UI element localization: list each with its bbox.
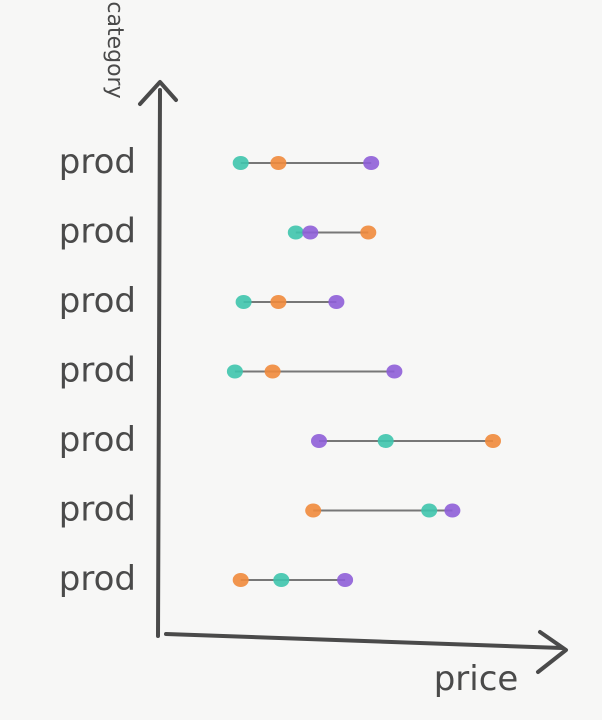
data-point xyxy=(232,573,249,587)
data-point xyxy=(270,156,287,170)
data-point xyxy=(377,434,394,448)
category-tick-label: prod xyxy=(59,490,136,530)
data-point xyxy=(363,156,380,170)
data-point xyxy=(311,434,327,448)
data-point xyxy=(287,225,304,240)
category-tick-label: prod xyxy=(59,212,136,252)
data-point xyxy=(337,573,354,587)
category-tick-label: prod xyxy=(59,420,136,460)
category-tick-label: prod xyxy=(59,281,136,321)
data-point xyxy=(328,295,345,309)
data-point xyxy=(305,503,322,518)
dumbbell-marks xyxy=(226,156,501,587)
data-point xyxy=(421,503,438,518)
x-axis-line xyxy=(164,632,564,650)
data-point xyxy=(232,156,249,170)
data-point xyxy=(485,434,501,448)
data-point xyxy=(235,295,252,309)
data-point xyxy=(226,364,243,379)
data-point xyxy=(264,364,281,379)
y-axis-label: category xyxy=(102,1,127,98)
category-tick-labels: prod prod prod prod prod prod prod xyxy=(59,142,136,599)
category-tick-label: prod xyxy=(59,142,136,182)
data-point xyxy=(270,295,287,309)
x-axis-label: price xyxy=(434,659,519,699)
x-axis-arrowhead xyxy=(536,630,568,674)
y-axis-arrowhead xyxy=(138,80,178,106)
y-axis-line xyxy=(156,88,162,638)
data-point xyxy=(273,573,290,587)
data-point xyxy=(386,364,403,379)
category-tick-label: prod xyxy=(59,559,136,599)
category-tick-label: prod xyxy=(59,351,136,391)
data-point xyxy=(302,225,319,240)
data-point xyxy=(360,225,377,240)
data-point xyxy=(444,503,461,518)
